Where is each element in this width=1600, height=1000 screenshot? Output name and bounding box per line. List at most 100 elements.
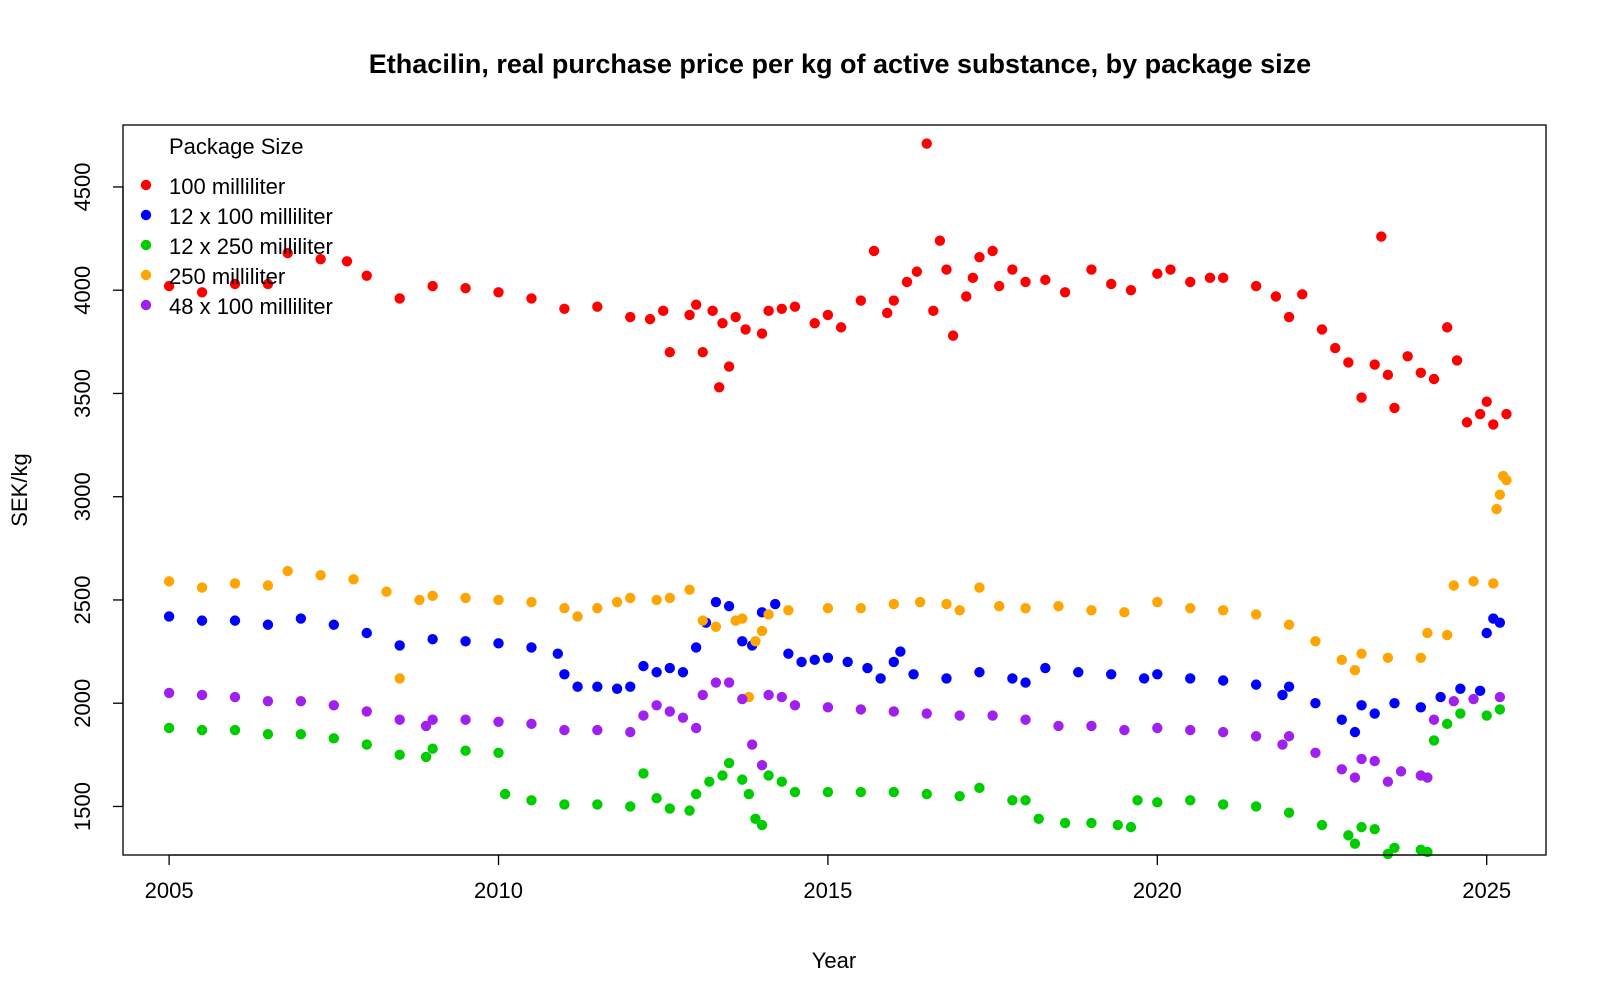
data-point	[684, 805, 695, 816]
data-point	[499, 788, 511, 800]
data-point	[974, 782, 985, 794]
data-point	[1217, 799, 1229, 810]
data-point	[1481, 710, 1492, 721]
data-point	[1132, 795, 1143, 806]
data-point	[651, 594, 662, 606]
data-point	[1435, 691, 1446, 703]
data-point	[1441, 718, 1453, 730]
data-point	[1349, 772, 1361, 783]
data-point	[737, 693, 748, 705]
data-point	[888, 786, 899, 798]
data-point	[493, 287, 504, 298]
data-point	[163, 280, 175, 292]
data-point	[163, 722, 175, 734]
data-point	[638, 660, 649, 672]
data-point	[789, 786, 801, 798]
data-point	[1277, 689, 1288, 701]
data-point	[697, 346, 708, 358]
data-point	[1217, 675, 1229, 686]
data-point	[1283, 681, 1295, 692]
data-point	[1152, 596, 1163, 608]
data-point	[822, 603, 834, 614]
legend-marker	[140, 179, 152, 191]
data-point	[756, 819, 768, 831]
data-point	[1217, 605, 1229, 616]
data-point	[1152, 669, 1163, 680]
data-point	[1382, 776, 1394, 787]
data-point	[328, 733, 340, 744]
data-point	[1356, 700, 1367, 711]
data-point	[1329, 342, 1341, 354]
data-point	[1316, 324, 1328, 335]
data-point	[638, 710, 649, 721]
data-point	[1138, 673, 1150, 684]
data-point	[717, 770, 728, 781]
data-point	[1073, 667, 1084, 678]
data-point	[1441, 629, 1453, 641]
data-point	[1376, 231, 1387, 242]
data-point	[381, 586, 392, 597]
data-point	[592, 301, 603, 312]
data-point	[908, 669, 919, 680]
data-point	[743, 788, 755, 800]
data-point	[1448, 580, 1459, 591]
data-point	[974, 251, 985, 263]
data-point	[559, 303, 570, 314]
series-points	[163, 704, 1506, 860]
data-point	[361, 706, 372, 717]
data-point	[822, 786, 834, 798]
data-point	[1389, 402, 1400, 414]
data-point	[1474, 685, 1486, 697]
data-point	[1402, 351, 1413, 362]
data-point	[737, 774, 748, 785]
data-point	[611, 683, 623, 694]
legend-label: 250 milliliter	[169, 264, 285, 289]
data-point	[1059, 287, 1071, 298]
data-point	[888, 656, 899, 668]
data-point	[1283, 619, 1295, 630]
data-point	[348, 574, 359, 585]
data-point	[763, 770, 774, 781]
data-point	[730, 311, 741, 323]
data-point	[361, 627, 372, 639]
data-point	[1112, 819, 1123, 831]
data-point	[460, 714, 471, 725]
data-point	[262, 580, 274, 591]
data-point	[592, 724, 603, 736]
data-point	[427, 743, 438, 754]
data-point	[921, 138, 932, 149]
data-point	[559, 603, 570, 614]
data-point	[493, 594, 504, 606]
data-point	[941, 598, 952, 610]
data-point	[1053, 720, 1064, 732]
data-point	[868, 245, 880, 257]
data-point	[1481, 627, 1492, 639]
data-point	[746, 739, 758, 750]
data-point	[961, 291, 972, 302]
data-point	[625, 311, 636, 323]
data-point	[855, 704, 867, 715]
data-point	[1422, 772, 1433, 783]
data-point	[862, 662, 873, 674]
data-point	[625, 801, 636, 812]
data-point	[1336, 714, 1347, 725]
data-point	[1336, 764, 1347, 775]
data-point	[690, 642, 702, 653]
data-point	[796, 656, 807, 668]
legend-label: 48 x 100 milliliter	[169, 294, 333, 319]
y-tick-label: 1500	[70, 782, 95, 831]
data-point	[1422, 627, 1433, 639]
data-point	[1343, 357, 1354, 368]
data-point	[776, 776, 787, 787]
data-point	[1185, 276, 1196, 288]
data-point	[707, 305, 718, 317]
data-point	[394, 293, 405, 304]
data-point	[361, 739, 372, 750]
data-point	[658, 305, 669, 317]
legend-title: Package Size	[169, 134, 304, 159]
data-point	[328, 619, 340, 630]
data-point	[427, 634, 438, 645]
data-point	[196, 724, 208, 736]
data-point	[229, 278, 241, 290]
